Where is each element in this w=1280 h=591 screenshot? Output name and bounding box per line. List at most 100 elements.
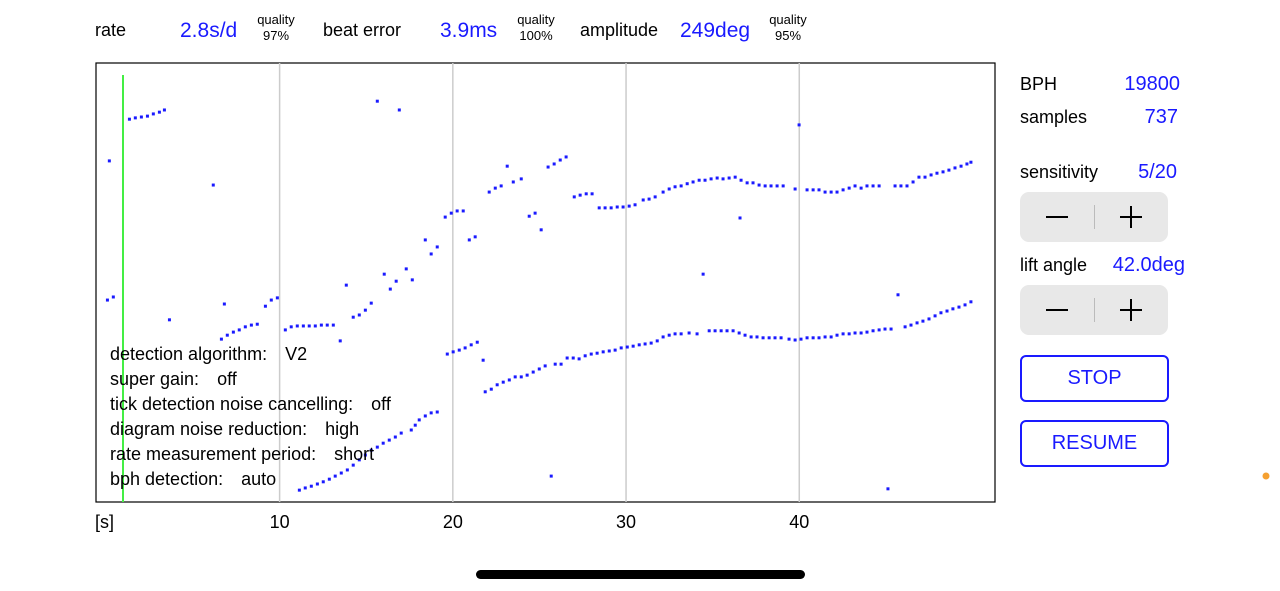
data-point xyxy=(571,356,575,360)
data-point xyxy=(721,177,725,181)
increment-button[interactable] xyxy=(1120,299,1142,321)
data-point xyxy=(549,474,553,478)
data-point xyxy=(667,187,671,191)
data-point xyxy=(219,337,223,341)
data-point xyxy=(157,110,161,114)
setting-row: tick detection noise cancelling: off xyxy=(110,395,391,413)
data-point xyxy=(917,175,921,179)
quality-label: quality xyxy=(517,12,555,27)
lift-angle-value: 42.0deg xyxy=(1112,254,1185,276)
data-point xyxy=(435,410,439,414)
data-point xyxy=(275,296,279,300)
amplitude-value: 249deg xyxy=(680,19,751,42)
data-point xyxy=(363,453,367,457)
data-point xyxy=(519,375,523,379)
data-point xyxy=(691,180,695,184)
data-point xyxy=(701,272,705,276)
data-point xyxy=(295,324,299,328)
data-point xyxy=(511,180,515,184)
data-point xyxy=(763,184,767,188)
data-point xyxy=(775,184,779,188)
decrement-button[interactable] xyxy=(1046,216,1068,218)
lift-angle-stepper xyxy=(1020,285,1168,335)
data-point xyxy=(769,184,773,188)
data-point xyxy=(584,192,588,196)
beat-error-value: 3.9ms xyxy=(440,19,498,42)
data-point xyxy=(487,190,491,194)
data-point xyxy=(338,339,342,343)
data-point xyxy=(787,337,791,341)
data-point xyxy=(595,351,599,355)
data-point xyxy=(627,204,631,208)
data-point xyxy=(817,336,821,340)
data-point xyxy=(451,350,455,354)
data-point xyxy=(145,114,149,118)
data-point xyxy=(947,168,951,172)
data-point xyxy=(409,428,413,432)
data-point xyxy=(805,188,809,192)
data-point xyxy=(222,302,226,306)
data-point xyxy=(939,311,943,315)
data-point xyxy=(915,321,919,325)
data-point xyxy=(325,323,329,327)
data-point xyxy=(589,352,593,356)
data-point xyxy=(965,162,969,166)
data-point xyxy=(679,332,683,336)
data-point xyxy=(303,486,307,490)
setting-label: rate measurement period: xyxy=(110,444,317,464)
x-tick-label: 40 xyxy=(789,512,809,532)
data-point xyxy=(363,308,367,312)
data-point xyxy=(505,164,509,168)
data-point xyxy=(475,340,479,344)
data-point xyxy=(537,367,541,371)
data-point xyxy=(847,332,851,336)
decrement-button[interactable] xyxy=(1046,309,1068,311)
x-axis-label: [s] xyxy=(95,512,114,532)
data-point xyxy=(865,330,869,334)
data-point xyxy=(601,350,605,354)
data-point xyxy=(231,330,235,334)
data-point xyxy=(625,345,629,349)
data-point xyxy=(715,176,719,180)
data-point xyxy=(661,335,665,339)
data-point xyxy=(615,205,619,209)
data-point xyxy=(435,245,439,249)
divider xyxy=(1094,205,1095,229)
setting-value: auto xyxy=(241,469,277,489)
data-point xyxy=(351,463,355,467)
data-point xyxy=(719,329,723,333)
data-point xyxy=(871,329,875,333)
data-point xyxy=(162,108,166,112)
data-point xyxy=(519,177,523,181)
data-point xyxy=(339,471,343,475)
stop-button[interactable]: STOP xyxy=(1020,355,1169,402)
data-point xyxy=(297,488,301,492)
data-point xyxy=(443,215,447,219)
data-point xyxy=(883,327,887,331)
data-point xyxy=(905,184,909,188)
setting-row: super gain: off xyxy=(110,370,237,388)
data-point xyxy=(963,303,967,307)
data-point xyxy=(811,188,815,192)
data-point xyxy=(375,445,379,449)
sensitivity-value: 5/20 xyxy=(1138,161,1177,183)
data-point xyxy=(583,354,587,358)
data-point xyxy=(737,331,741,335)
data-point xyxy=(572,195,576,199)
increment-button[interactable] xyxy=(1120,206,1142,228)
data-point xyxy=(249,323,253,327)
data-point xyxy=(429,411,433,415)
samples-label: samples xyxy=(1020,107,1088,127)
data-point xyxy=(457,348,461,352)
data-point xyxy=(951,307,955,311)
data-point xyxy=(896,293,900,297)
data-point xyxy=(679,184,683,188)
data-point xyxy=(388,287,392,291)
bph-value: 19800 xyxy=(1124,73,1180,95)
data-point xyxy=(687,331,691,335)
data-point xyxy=(911,180,915,184)
data-point xyxy=(886,487,890,491)
data-point xyxy=(319,323,323,327)
bph-label: BPH xyxy=(1020,74,1058,94)
resume-button[interactable]: RESUME xyxy=(1020,420,1169,467)
